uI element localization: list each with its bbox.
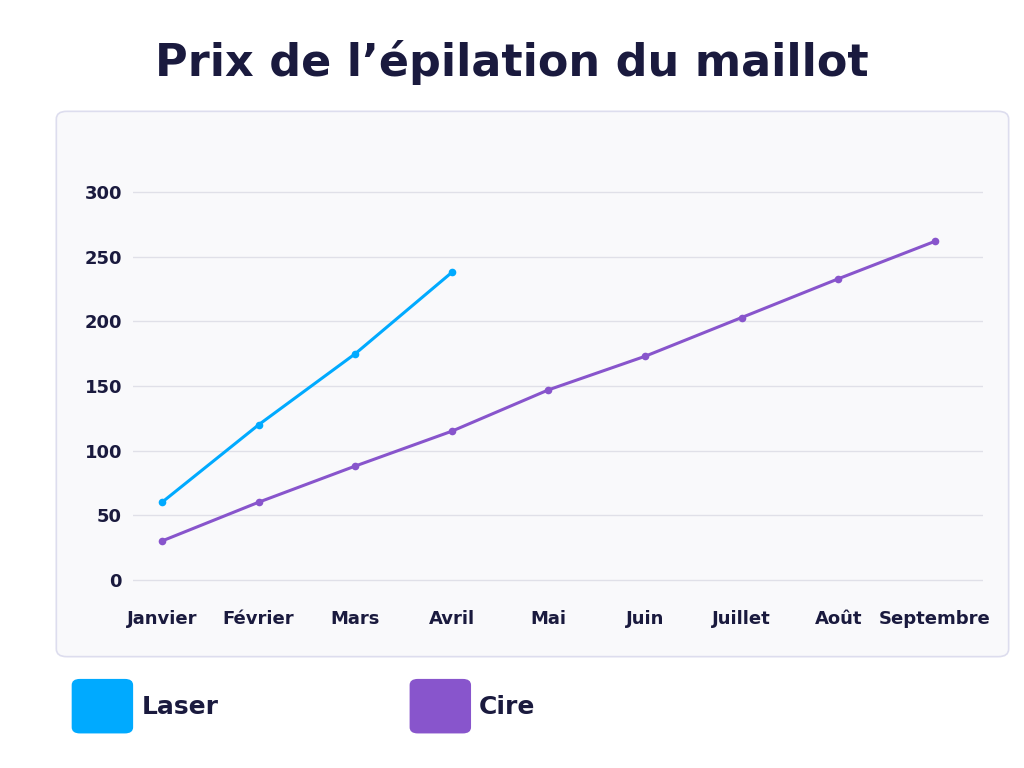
Text: Prix de l’épilation du maillot: Prix de l’épilation du maillot [156,40,868,85]
Text: Laser: Laser [141,694,218,719]
Text: Cire: Cire [479,694,536,719]
